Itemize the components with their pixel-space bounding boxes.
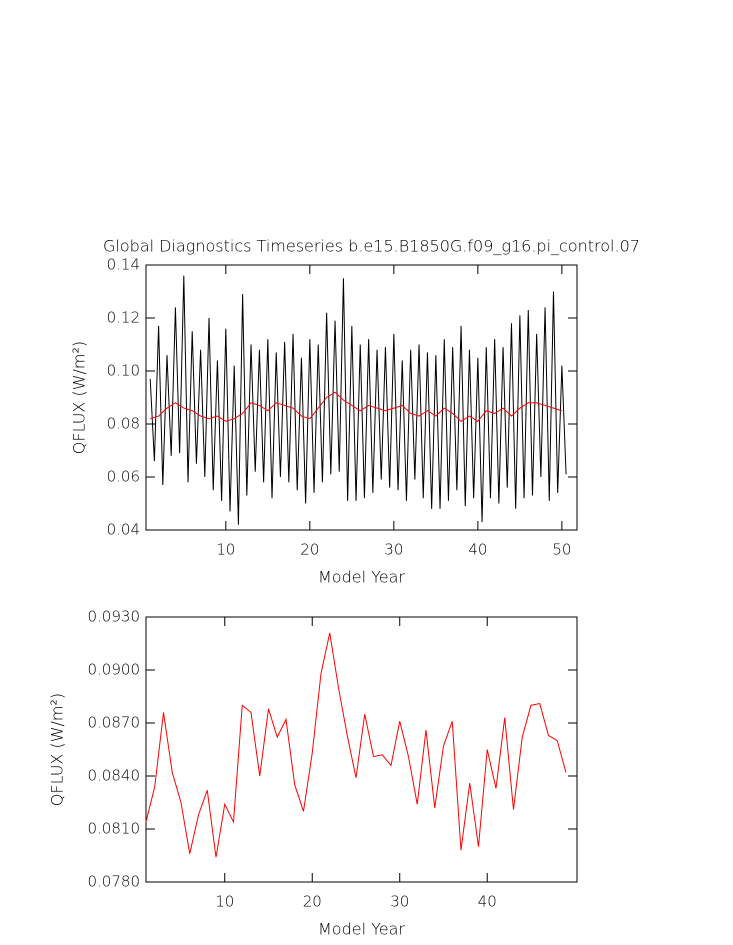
y-tick-label: 0.06 bbox=[107, 468, 140, 486]
x-tick-label: 20 bbox=[303, 893, 322, 911]
y-tick-label: 0.04 bbox=[107, 521, 140, 539]
y-tick-label: 0.14 bbox=[107, 256, 140, 274]
y-tick-label: 0.0900 bbox=[88, 661, 141, 679]
x-axis-label: Model Year bbox=[318, 920, 405, 939]
chart-title: Global Diagnostics Timeseries b.e15.B185… bbox=[103, 237, 640, 256]
x-tick-label: 30 bbox=[390, 893, 409, 911]
y-tick-label: 0.0870 bbox=[88, 714, 141, 732]
y-axis-label: QFLUX (W/m²) bbox=[48, 693, 67, 806]
x-tick-label: 30 bbox=[384, 541, 403, 559]
y-tick-label: 0.10 bbox=[107, 362, 140, 380]
y-tick-label: 0.0780 bbox=[88, 873, 141, 891]
x-axis-label: Model Year bbox=[318, 568, 405, 587]
x-tick-label: 10 bbox=[215, 893, 234, 911]
y-axis-label: QFLUX (W/m²) bbox=[70, 341, 89, 454]
y-tick-label: 0.0930 bbox=[88, 608, 141, 626]
y-tick-label: 0.0810 bbox=[88, 820, 141, 838]
data-line bbox=[145, 632, 567, 858]
plot-frame bbox=[145, 264, 578, 531]
y-tick-label: 0.0840 bbox=[88, 767, 141, 785]
data-line bbox=[150, 391, 563, 423]
x-tick-label: 50 bbox=[552, 541, 571, 559]
x-tick-label: 40 bbox=[478, 893, 497, 911]
x-tick-label: 20 bbox=[300, 541, 319, 559]
data-line bbox=[149, 275, 567, 525]
plot-frame bbox=[145, 616, 578, 883]
y-tick-label: 0.08 bbox=[107, 415, 140, 433]
y-tick-label: 0.12 bbox=[107, 309, 140, 327]
x-tick-label: 10 bbox=[216, 541, 235, 559]
x-tick-label: 40 bbox=[468, 541, 487, 559]
